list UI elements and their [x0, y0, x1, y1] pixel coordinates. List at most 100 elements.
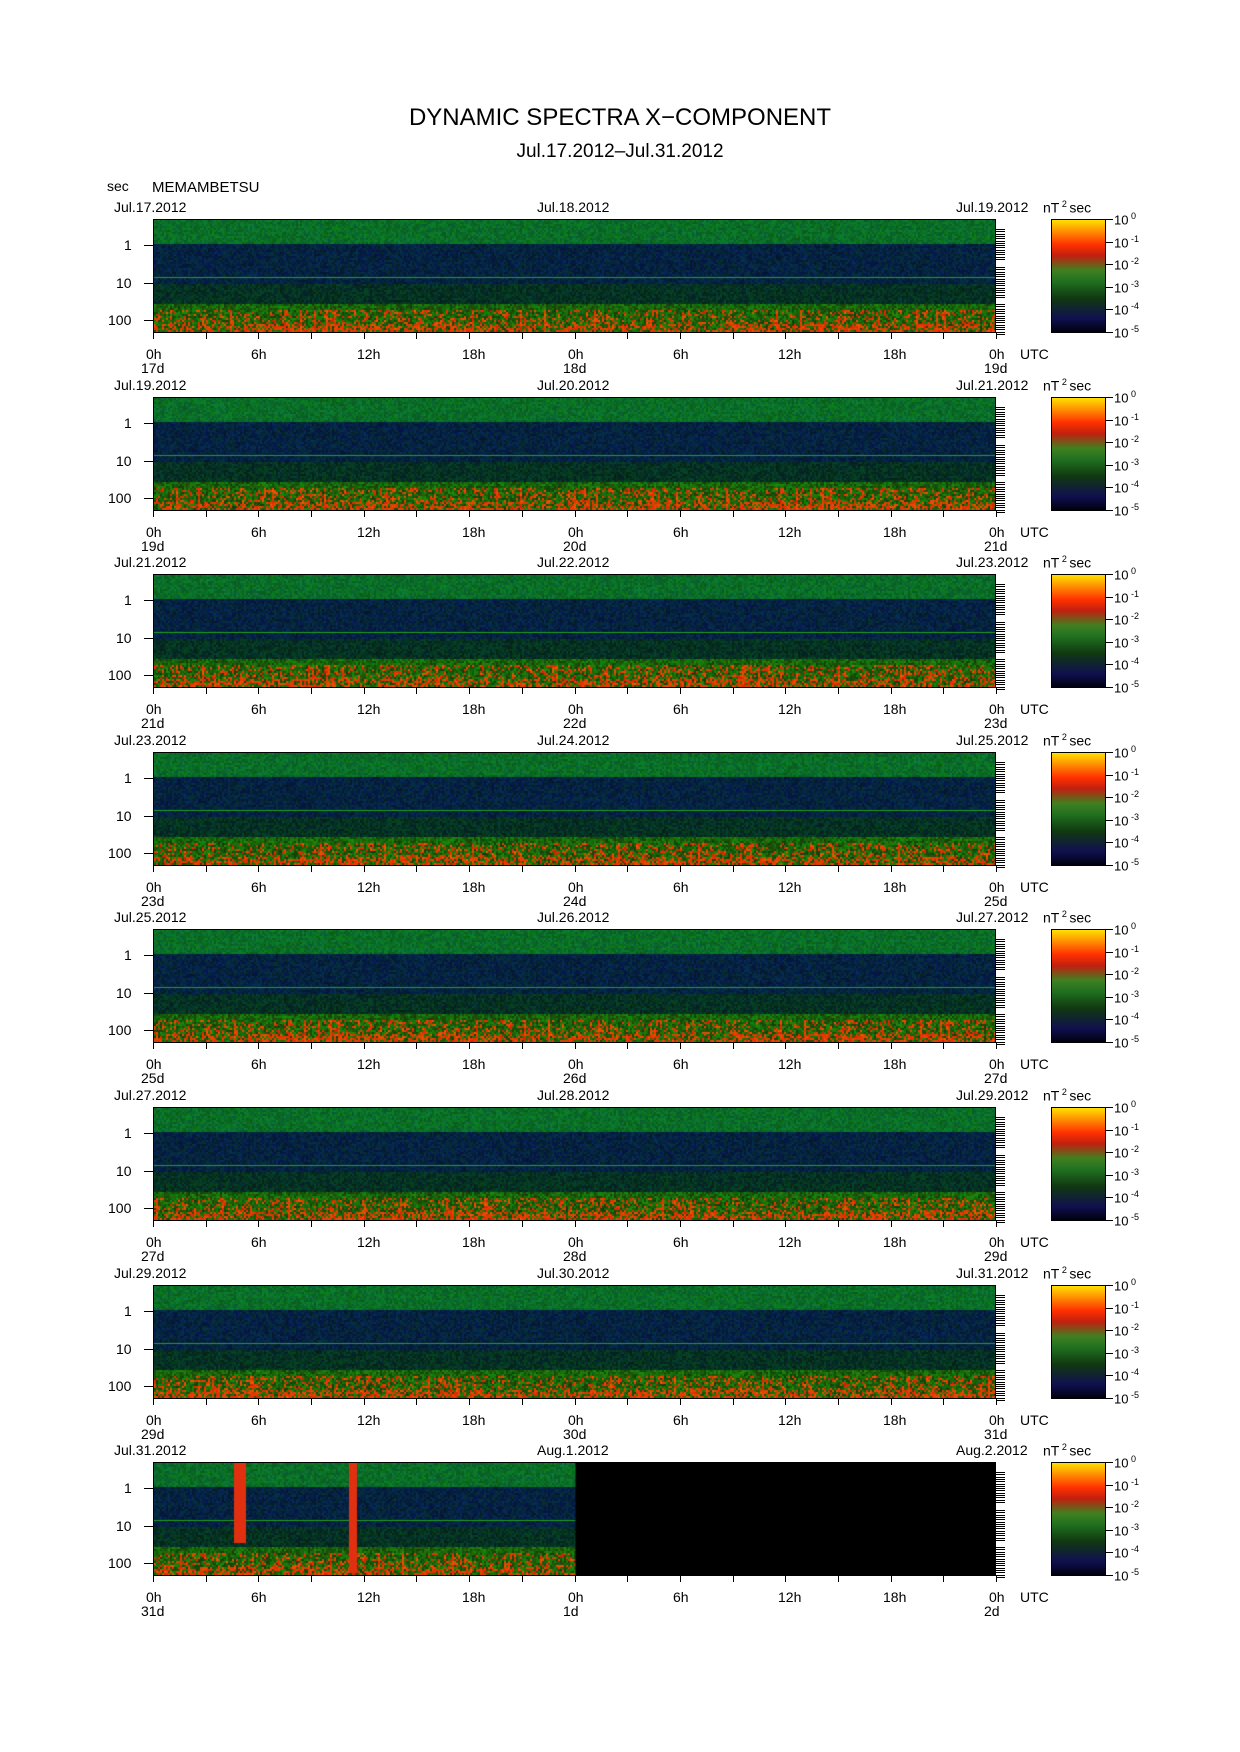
x-tick-label: 6h — [673, 346, 689, 362]
y-minor-tick — [996, 677, 1005, 679]
x-tick — [996, 1043, 997, 1049]
y-minor-tick — [996, 1537, 1005, 1539]
y-tick — [144, 1349, 153, 1350]
x-tick — [943, 1399, 945, 1405]
y-minor-tick — [996, 1306, 1005, 1308]
y-minor-tick — [996, 280, 1005, 282]
colorbar-unit: nT 2 sec — [1043, 200, 1091, 215]
x-tick — [890, 1399, 892, 1405]
y-tick — [144, 600, 153, 601]
y-minor-tick — [996, 283, 1005, 285]
x-tick-label: 0h — [146, 524, 162, 540]
station-name: MEMAMBETSU — [152, 179, 260, 196]
day-label: 21d — [141, 715, 165, 731]
y-minor-tick — [996, 269, 1005, 271]
x-tick — [416, 866, 418, 872]
y-tick-label: 1 — [124, 770, 132, 786]
y-minor-tick — [996, 491, 1005, 493]
x-tick — [679, 1221, 681, 1227]
x-tick — [574, 511, 576, 517]
x-tick — [679, 688, 681, 694]
y-minor-tick — [996, 252, 1005, 253]
x-tick — [943, 1576, 945, 1582]
colorbar-tick-label: 10 0 — [1114, 922, 1136, 937]
colorbar-tick-exp: -3 — [1128, 634, 1139, 644]
x-tick-label: 12h — [357, 346, 381, 362]
colorbar-tick-label: 10 -3 — [1114, 280, 1139, 295]
y-minor-tick — [996, 240, 1005, 242]
y-minor-tick — [996, 862, 1005, 864]
x-tick — [205, 333, 207, 339]
spectrogram — [153, 219, 996, 333]
y-minor-tick — [996, 943, 1005, 945]
x-tick — [890, 1576, 892, 1582]
x-tick — [153, 1043, 154, 1049]
x-tick — [785, 688, 787, 694]
colorbar-tick-label: 10 -1 — [1114, 235, 1139, 250]
colorbar-tick-exp: -5 — [1128, 679, 1139, 689]
y-minor-tick — [996, 642, 1005, 644]
y-minor-tick — [996, 324, 1005, 326]
y-minor-tick — [996, 1547, 1005, 1548]
y-minor-tick — [996, 458, 1005, 460]
y-minor-tick — [996, 945, 1005, 947]
colorbar-tick-base: 10 — [1114, 657, 1129, 673]
x-tick — [996, 511, 997, 517]
spectrogram — [153, 574, 996, 688]
x-tick — [574, 333, 576, 339]
colorbar — [1051, 1107, 1106, 1221]
x-tick-label: 6h — [251, 1234, 267, 1250]
y-minor-tick — [996, 1295, 1005, 1296]
colorbar-tick-base: 10 — [1114, 435, 1129, 451]
y-minor-tick — [996, 853, 1005, 855]
y-tick-label: 10 — [116, 275, 132, 291]
colorbar-tick-exp: -2 — [1128, 611, 1139, 621]
x-tick — [416, 688, 418, 694]
x-tick-label: 0h — [146, 879, 162, 895]
day-label: 19d — [984, 360, 1008, 376]
y-minor-tick — [996, 1184, 1005, 1186]
x-tick — [469, 1399, 471, 1405]
colorbar-tick-base: 10 — [1114, 1168, 1129, 1184]
colorbar-tick-exp: 0 — [1128, 1454, 1136, 1464]
colorbar — [1051, 1285, 1106, 1399]
colorbar-unit-part: 2 — [1059, 377, 1070, 387]
y-tick-label: 100 — [108, 845, 132, 861]
colorbar-tick-label: 10 -5 — [1114, 679, 1139, 695]
colorbar-tick-exp: -3 — [1128, 1522, 1139, 1532]
panel-mid-date: Aug.1.2012 — [537, 1442, 609, 1458]
y-minor-tick — [996, 1360, 1005, 1362]
x-tick — [521, 1221, 523, 1227]
x-tick — [363, 1221, 365, 1227]
colorbar-tick-base: 10 — [1114, 1523, 1129, 1539]
day-label: 31d — [141, 1603, 165, 1619]
panel-mid-date: Jul.26.2012 — [537, 909, 610, 925]
x-tick-label: 18h — [462, 524, 486, 540]
colorbar-tick — [1106, 619, 1113, 620]
y-minor-tick — [996, 939, 1005, 940]
x-tick — [363, 511, 365, 517]
y-minor-tick — [996, 1178, 1005, 1179]
y-minor-tick — [996, 829, 1005, 831]
colorbar-tick-base: 10 — [1114, 967, 1129, 983]
y-minor-tick — [996, 1180, 1005, 1182]
y-minor-tick — [996, 979, 1005, 981]
x-tick-label: 12h — [778, 701, 802, 717]
colorbar-tick-exp: -2 — [1128, 1322, 1139, 1332]
colorbar-unit-part: sec — [1069, 732, 1092, 749]
y-minor-tick — [996, 588, 1005, 590]
y-minor-tick — [996, 584, 1005, 585]
colorbar-tick-base: 10 — [1114, 212, 1129, 228]
x-tick-label: 0h — [568, 524, 584, 540]
colorbar-tick — [1106, 1042, 1113, 1043]
colorbar-unit-part: 2 — [1059, 199, 1070, 209]
colorbar-tick-label: 10 -2 — [1114, 1145, 1139, 1160]
y-minor-tick — [996, 809, 1005, 811]
y-minor-tick — [996, 864, 1005, 866]
y-minor-tick — [996, 1353, 1005, 1355]
y-tick — [144, 1563, 153, 1564]
x-tick — [996, 866, 997, 872]
x-tick — [258, 333, 260, 339]
y-tick-label: 1 — [124, 1303, 132, 1319]
y-minor-tick — [996, 1126, 1005, 1128]
